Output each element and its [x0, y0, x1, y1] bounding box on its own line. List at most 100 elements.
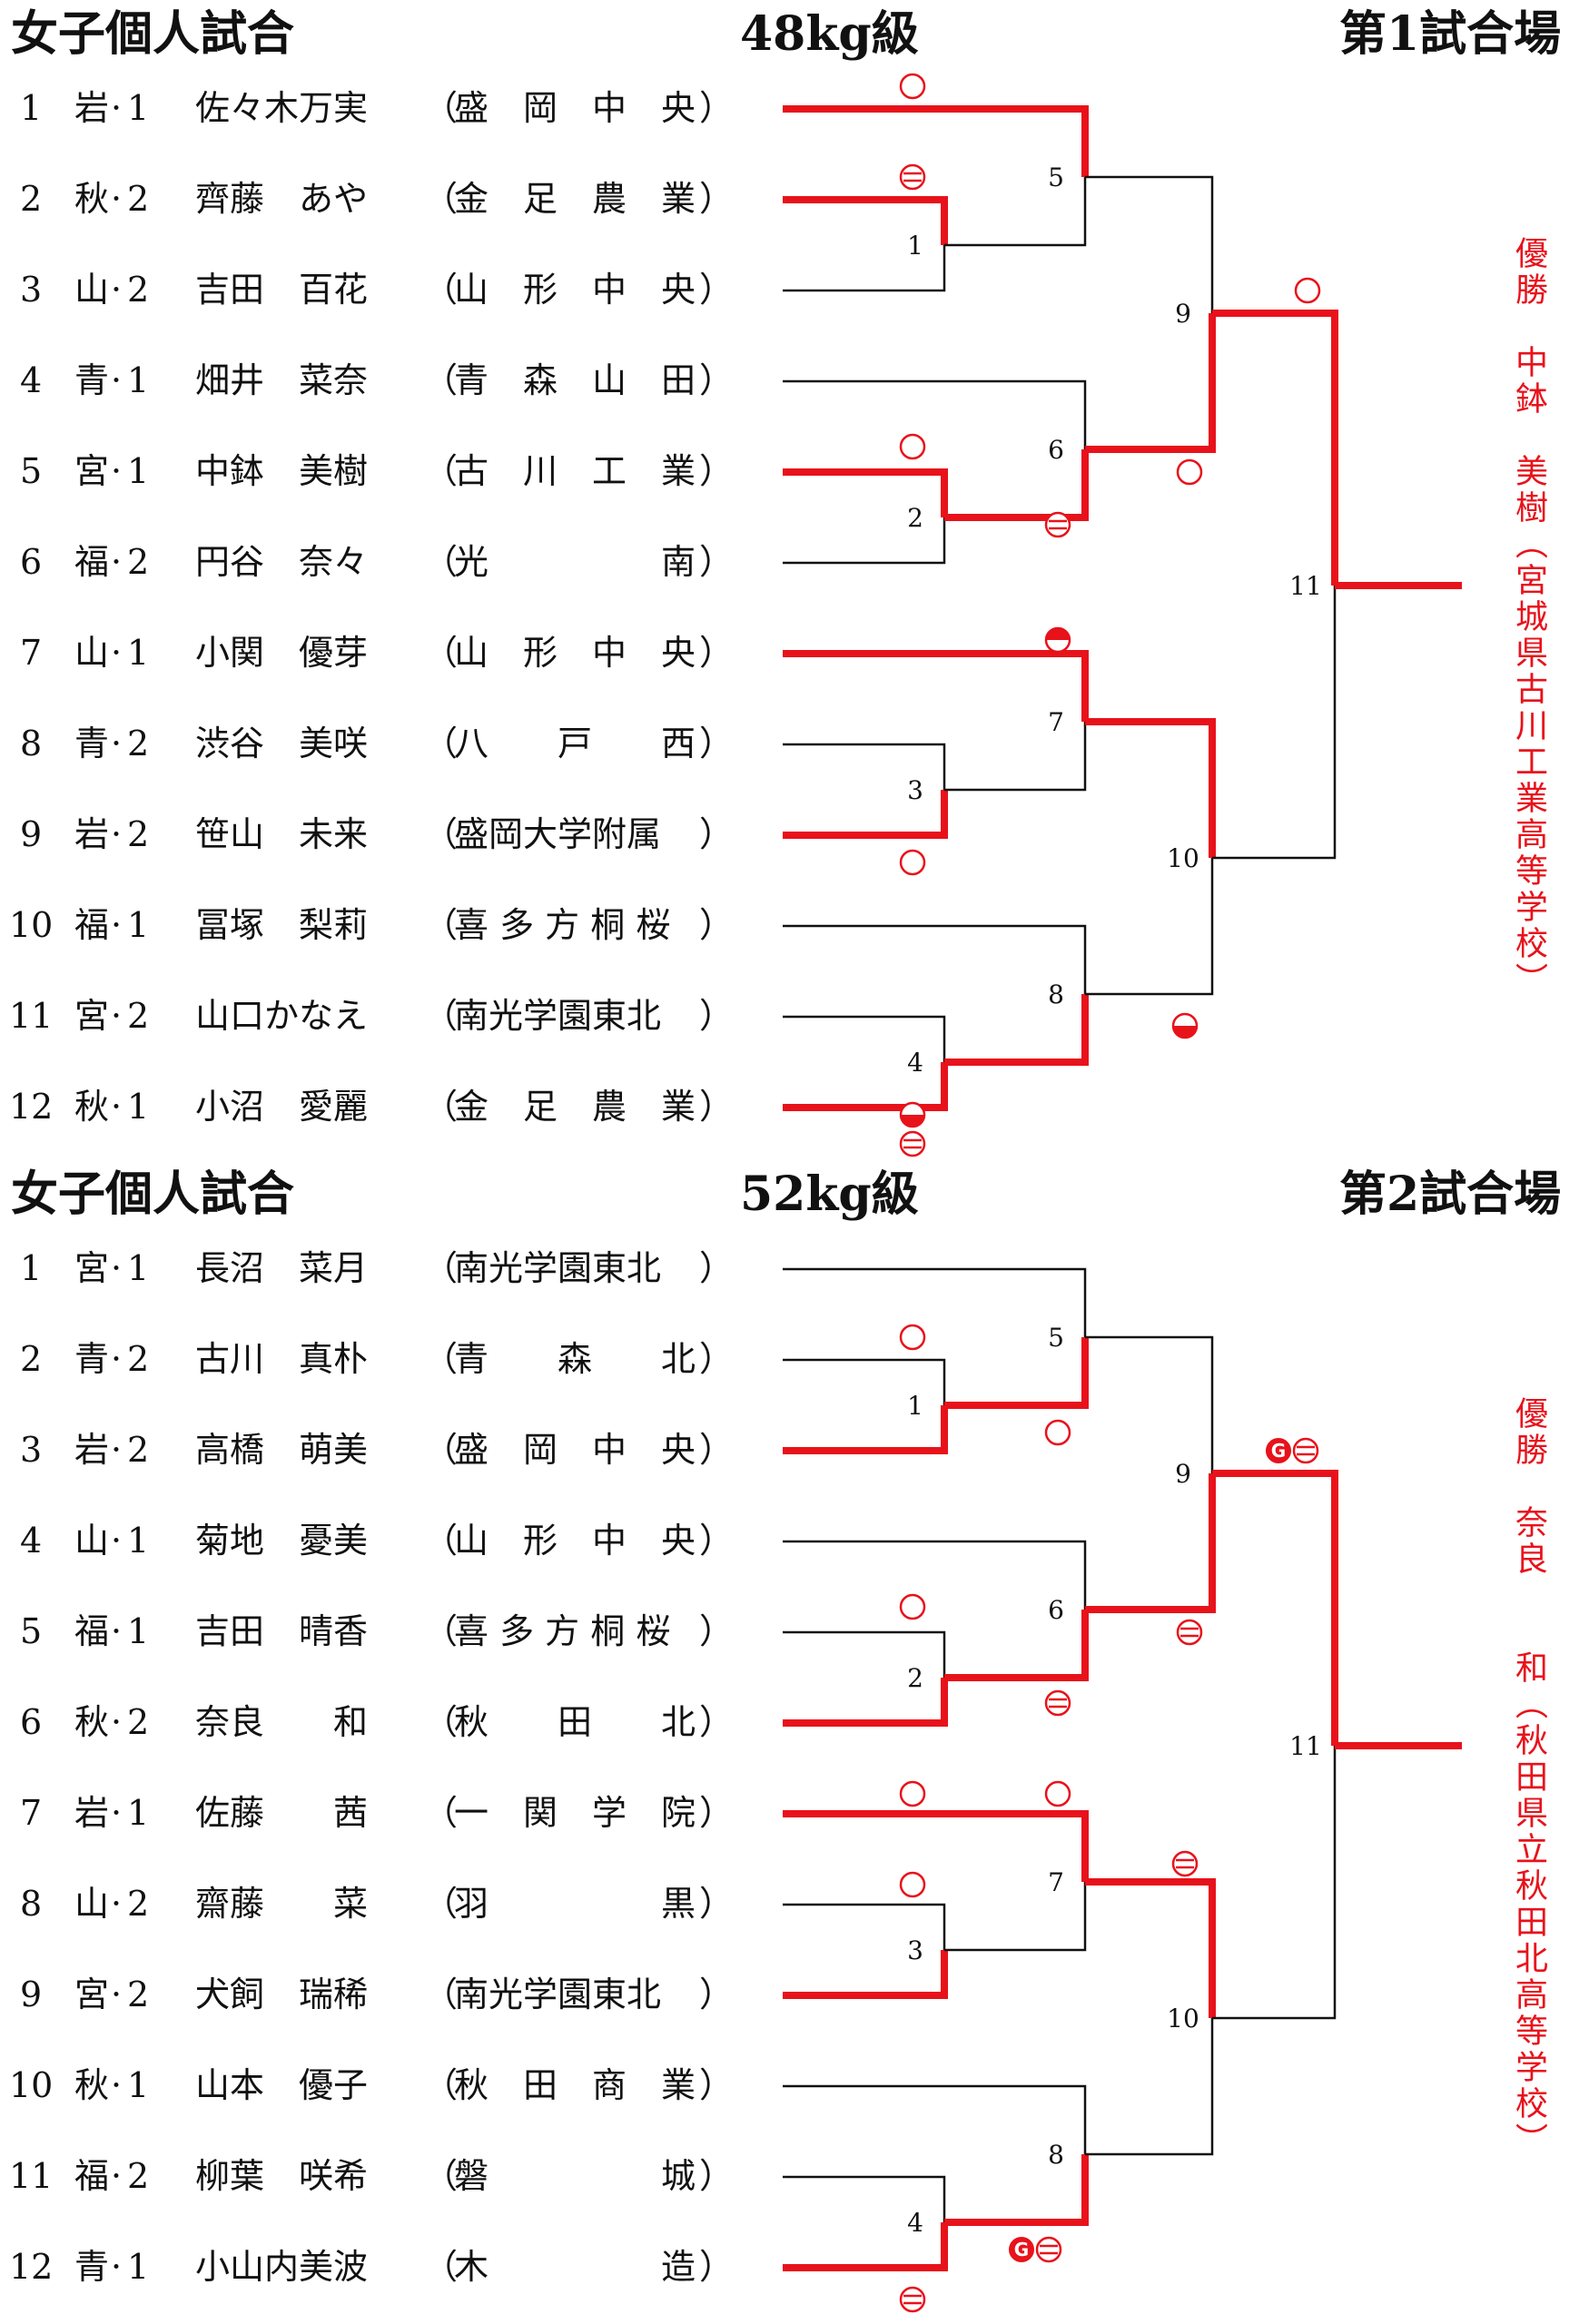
bracket-line: [783, 2222, 948, 2271]
bracket-line: [783, 1405, 948, 1454]
player-name: 渋谷 美咲: [195, 724, 369, 763]
pref-dot: ·: [111, 633, 123, 673]
paren-close: ）: [699, 451, 735, 491]
bracket-line: [1212, 1470, 1338, 1746]
player-seed: 2: [20, 1339, 43, 1379]
player-seed: 11: [9, 2156, 54, 2196]
player-name: 犬飼 瑞稀: [195, 1974, 369, 2014]
player-grade: 1: [127, 2065, 150, 2105]
result-mark-letter: G: [1271, 1440, 1286, 1462]
result-mark: [899, 1130, 926, 1157]
bracket-line: [783, 468, 948, 517]
player-grade: 1: [127, 88, 150, 128]
result-mark: [1044, 1780, 1071, 1807]
player-name: 菊地 憂美: [195, 1521, 369, 1561]
player-name: 小山内美波: [195, 2247, 369, 2287]
player-name: 畑井 菜奈: [195, 360, 369, 400]
player-pref: 青: [74, 2247, 110, 2287]
paren-close: ）: [699, 996, 735, 1036]
result-mark-fill: [1046, 628, 1070, 640]
paren-close: ）: [699, 724, 735, 763]
paren-open: （: [423, 724, 459, 763]
player-grade: 1: [127, 905, 150, 945]
paren-open: （: [423, 270, 459, 310]
match-number: 10: [1167, 843, 1199, 873]
paren-close: ）: [699, 1521, 735, 1561]
bracket-line: [783, 245, 946, 292]
player-grade: 2: [127, 542, 150, 582]
player-seed: 4: [20, 360, 43, 400]
player-name: 山口かなえ: [195, 996, 369, 1036]
bracket-line: [783, 1540, 1087, 1610]
player-pref: 青: [74, 360, 110, 400]
player-seed: 5: [20, 1611, 43, 1651]
result-mark: [1176, 1619, 1203, 1646]
match-number: 5: [1048, 1323, 1064, 1353]
player-school: 山 形 中 央: [454, 270, 696, 310]
bracket-line: [1085, 1335, 1214, 1473]
player-pref: 山: [74, 633, 110, 673]
bracket-line: [783, 2084, 1087, 2154]
bracket-line: [944, 177, 1087, 247]
result-mark-fill: [901, 1115, 924, 1127]
bracket-line: [1085, 175, 1214, 313]
weight-class: 52kg級: [740, 1167, 919, 1222]
paren-close: ）: [699, 1974, 735, 2014]
bracket-line: [1085, 1473, 1216, 1613]
player-school: 盛岡大学附属: [454, 814, 662, 854]
player-pref: 岩: [74, 1793, 110, 1833]
paren-open: （: [423, 1702, 459, 1742]
result-mark-letter: G: [1014, 2239, 1029, 2260]
match-number: 6: [1048, 1595, 1064, 1625]
player-grade: 1: [127, 1611, 150, 1651]
player-grade: 1: [127, 633, 150, 673]
bracket-line: [783, 1062, 948, 1111]
paren-open: （: [423, 1521, 459, 1561]
paren-close: ）: [699, 633, 735, 673]
bracket-line: [944, 449, 1089, 521]
bracket-line: [783, 924, 1087, 994]
paren-close: ）: [699, 1793, 735, 1833]
bracket-line: [783, 1950, 948, 1999]
player-seed: 12: [9, 1087, 54, 1127]
match-number: 1: [907, 231, 923, 261]
player-grade: 2: [127, 1430, 150, 1470]
paren-close: ）: [699, 2247, 735, 2287]
bracket-line: [783, 790, 948, 839]
pref-dot: ·: [111, 724, 123, 763]
player-seed: 7: [20, 633, 43, 673]
player-seed: 6: [20, 542, 43, 582]
match-number: 4: [907, 2208, 923, 2238]
bracket-line: [783, 1267, 1087, 1337]
player-seed: 7: [20, 1793, 43, 1833]
paren-open: （: [423, 1884, 459, 1924]
bracket-line: [1212, 1746, 1337, 2020]
player-pref: 岩: [74, 88, 110, 128]
paren-open: （: [423, 1430, 459, 1470]
player-name: 小関 優芽: [195, 633, 369, 673]
player-school: 山 形 中 央: [454, 1521, 696, 1561]
pref-dot: ·: [111, 2247, 123, 2287]
venue-label: 第2試合場: [1339, 1167, 1562, 1222]
player-school: 青 森 北: [454, 1339, 696, 1379]
match-number: 10: [1167, 2004, 1199, 2034]
player-pref: 山: [74, 1521, 110, 1561]
bracket-line: [783, 196, 948, 245]
pref-dot: ·: [111, 1611, 123, 1651]
paren-close: ）: [699, 2156, 735, 2196]
player-seed: 2: [20, 179, 43, 219]
paren-close: ）: [699, 270, 735, 310]
paren-close: ）: [699, 1430, 735, 1470]
player-name: 齋藤 菜: [195, 1884, 369, 1924]
match-number: 1: [907, 1391, 923, 1421]
bracket-lines: 1 2 3 4 5 6 7 8 9 10 11 G G: [783, 1267, 1462, 2313]
player-seed: 12: [9, 2247, 54, 2287]
paren-close: ）: [699, 1702, 735, 1742]
player-school: 金 足 農 業: [454, 1087, 696, 1127]
player-name: 山本 優子: [195, 2065, 369, 2105]
bracket-title: 女子個人試合: [11, 1167, 295, 1222]
pref-dot: ·: [111, 1884, 123, 1924]
match-number: 2: [907, 1663, 923, 1693]
pref-dot: ·: [111, 360, 123, 400]
player-pref: 福: [74, 1611, 110, 1651]
